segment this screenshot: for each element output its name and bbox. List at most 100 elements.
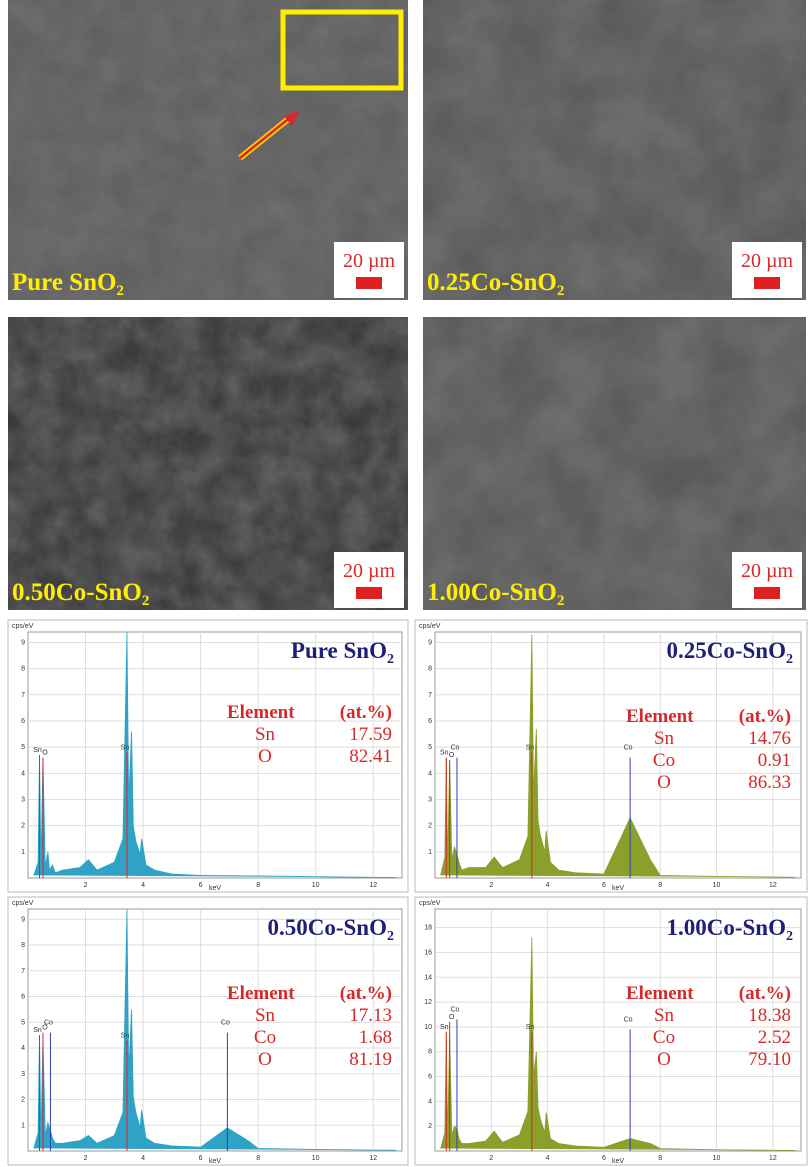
y-tick-label: 6 — [428, 718, 432, 725]
y-tick-label: 7 — [428, 692, 432, 699]
table-cell: 0.91 — [758, 750, 791, 771]
eds-title-text: 1.00Co-SnO — [667, 915, 787, 940]
table-cell: 86.33 — [748, 772, 791, 793]
table-cell: O — [258, 1049, 272, 1070]
sem-label: 0.50Co-SnO2 — [12, 579, 149, 609]
y-tick-label: 8 — [428, 666, 432, 673]
y-tick-label: 18 — [424, 925, 432, 932]
table-cell: O — [258, 746, 272, 767]
scale-bar — [754, 277, 780, 289]
y-tick-label: 8 — [21, 942, 25, 949]
y-tick-label: 8 — [21, 666, 25, 673]
eds-title-subscript: 2 — [387, 652, 394, 667]
eds-title: 1.00Co-SnO2 — [667, 915, 794, 944]
x-tick-label: 6 — [602, 882, 606, 889]
peak-label: Co — [221, 1020, 230, 1027]
table-header: (at.%) — [739, 706, 791, 727]
scale-bar-label: 20 µm — [343, 560, 396, 582]
x-tick-label: 6 — [602, 1155, 606, 1162]
sem-label-text: 0.50Co-SnO — [12, 579, 142, 606]
x-tick-label: 12 — [369, 882, 377, 889]
eds-title-subscript: 2 — [387, 929, 394, 944]
eds-title-subscript: 2 — [786, 929, 793, 944]
peak-label: Sn — [121, 744, 130, 751]
sem-label: Pure SnO2 — [12, 269, 124, 299]
y-tick-label: 9 — [21, 639, 25, 646]
table-cell: 14.76 — [748, 728, 791, 749]
scale-bar — [356, 587, 382, 599]
y-tick-label: 4 — [21, 770, 25, 777]
peak-label: Co — [44, 1020, 53, 1027]
y-tick-label: 1 — [21, 849, 25, 856]
y-tick-label: 1 — [21, 1122, 25, 1129]
scale-bar-label: 20 µm — [741, 250, 794, 272]
y-unit: cps/eV — [12, 623, 34, 630]
table-cell: 17.13 — [349, 1005, 392, 1026]
x-unit: keV — [612, 885, 624, 892]
sem-label-text: 0.25Co-SnO — [427, 269, 557, 296]
table-header: (at.%) — [340, 983, 392, 1004]
x-tick-label: 2 — [84, 1155, 88, 1162]
peak-label: Co — [450, 745, 459, 752]
y-tick-label: 10 — [424, 1024, 432, 1031]
x-unit: keV — [612, 1158, 624, 1165]
table-cell: Co — [254, 1027, 276, 1048]
table-cell: O — [657, 1049, 671, 1070]
y-tick-label: 7 — [21, 692, 25, 699]
y-tick-label: 1 — [428, 849, 432, 856]
x-tick-label: 8 — [658, 882, 662, 889]
sem-label: 1.00Co-SnO2 — [427, 579, 564, 609]
sem-image: 1.00Co-SnO2 20 µm — [423, 317, 806, 610]
y-tick-label: 3 — [428, 796, 432, 803]
table-cell: 82.41 — [349, 746, 392, 767]
table-cell: 2.52 — [758, 1027, 791, 1048]
y-tick-label: 5 — [428, 744, 432, 751]
x-tick-label: 2 — [489, 1155, 493, 1162]
y-tick-label: 5 — [21, 1019, 25, 1026]
y-unit: cps/eV — [419, 623, 441, 630]
table-cell: 79.10 — [748, 1049, 791, 1070]
x-tick-label: 10 — [312, 1155, 320, 1162]
table-cell: Sn — [654, 728, 675, 749]
sem-label-subscript: 2 — [557, 593, 565, 609]
table-cell: Co — [653, 750, 675, 771]
y-tick-label: 7 — [21, 968, 25, 975]
eds-title: 0.50Co-SnO2 — [268, 915, 395, 944]
x-tick-label: 10 — [312, 882, 320, 889]
table-cell: Co — [653, 1027, 675, 1048]
y-tick-label: 3 — [21, 796, 25, 803]
x-tick-label: 4 — [141, 1155, 145, 1162]
x-unit: keV — [209, 1158, 221, 1165]
eds-title: 0.25Co-SnO2 — [667, 638, 794, 667]
eds-title: Pure SnO2 — [291, 638, 394, 667]
peak-label: O — [449, 1014, 455, 1021]
y-tick-label: 2 — [21, 1097, 25, 1104]
table-cell: 18.38 — [748, 1005, 791, 1026]
scale-bar-label: 20 µm — [741, 560, 794, 582]
sem-label-text: 1.00Co-SnO — [427, 579, 557, 606]
x-tick-label: 2 — [84, 882, 88, 889]
x-tick-label: 4 — [546, 1155, 550, 1162]
peak-label: Sn — [526, 1024, 535, 1031]
table-cell: Sn — [255, 1005, 276, 1026]
y-tick-label: 14 — [424, 974, 432, 981]
y-unit: cps/eV — [12, 900, 34, 907]
eds-spectrum: 24681012123456789cps/eVkeVSnOCoSnCo0.50C… — [8, 897, 408, 1165]
eds-title-text: Pure SnO — [291, 638, 387, 663]
y-tick-label: 12 — [424, 999, 432, 1006]
peak-label: Sn — [33, 747, 42, 754]
y-tick-label: 2 — [428, 823, 432, 830]
peak-label: Sn — [33, 1027, 42, 1034]
y-tick-label: 16 — [424, 949, 432, 956]
peak-label: Sn — [121, 1032, 130, 1039]
scale-bar — [754, 587, 780, 599]
x-tick-label: 10 — [713, 1155, 721, 1162]
table-header: Element — [227, 983, 295, 1004]
eds-title-text: 0.50Co-SnO — [268, 915, 388, 940]
x-tick-label: 8 — [256, 882, 260, 889]
table-cell: 17.59 — [349, 724, 392, 745]
x-tick-label: 4 — [141, 882, 145, 889]
